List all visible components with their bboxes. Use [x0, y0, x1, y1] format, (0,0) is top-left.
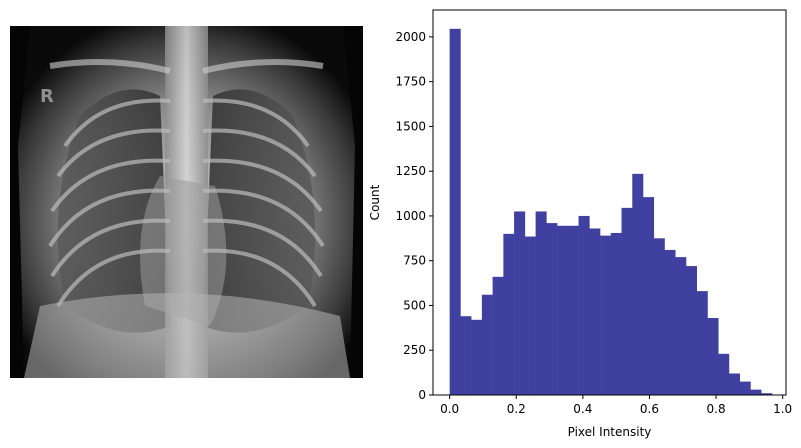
- histogram-bar: [514, 211, 526, 395]
- histogram-bar: [567, 225, 579, 395]
- y-tick-label: 2000: [395, 30, 426, 44]
- histogram-bar: [761, 393, 773, 395]
- histogram-bar: [600, 235, 612, 395]
- xray-marker-letter: R: [40, 86, 54, 107]
- histogram-bar: [492, 276, 504, 395]
- x-tick-label: 1.0: [773, 402, 792, 416]
- y-tick-label: 1000: [395, 209, 426, 223]
- y-axis-ticks: 0 250 500 750 1000 1250 1500 1750 2000: [395, 30, 433, 402]
- histogram-axes: [432, 9, 787, 396]
- histogram-bar: [707, 318, 719, 395]
- y-axis-label: Count: [368, 184, 382, 220]
- y-tick-label: 500: [403, 298, 426, 312]
- x-tick-label: 0.0: [440, 402, 459, 416]
- histogram-bar: [685, 266, 698, 395]
- histogram-bar: [643, 197, 655, 395]
- histogram-bar: [664, 249, 676, 395]
- x-tick-label: 0.4: [573, 402, 592, 416]
- y-tick-label: 1250: [395, 164, 426, 178]
- histogram-bar: [610, 232, 622, 395]
- histogram-bar: [653, 238, 665, 395]
- histogram-bar: [632, 173, 644, 395]
- histogram-bar: [739, 381, 751, 395]
- y-tick-label: 1750: [395, 75, 426, 89]
- histogram-bar: [675, 257, 687, 395]
- x-tick-label: 0.8: [707, 402, 726, 416]
- histogram-bar: [503, 233, 515, 395]
- y-tick-label: 1500: [395, 119, 426, 133]
- histogram-bar: [481, 294, 493, 395]
- histogram-bar: [718, 353, 730, 395]
- histogram-bar: [589, 228, 601, 395]
- y-tick-label: 750: [403, 254, 426, 268]
- histogram-bar: [750, 389, 762, 395]
- histogram-bar: [696, 291, 708, 395]
- histogram-bar: [728, 373, 741, 395]
- x-axis-label: Pixel Intensity: [568, 425, 652, 439]
- histogram-bar: [578, 215, 590, 395]
- x-tick-label: 0.6: [640, 402, 659, 416]
- histogram-bar: [535, 211, 547, 395]
- histogram-bar: [557, 225, 569, 395]
- x-tick-label: 0.2: [507, 402, 526, 416]
- histogram-bar: [460, 316, 472, 395]
- y-tick-label: 250: [403, 343, 426, 357]
- histogram-bar: [524, 236, 536, 395]
- x-axis-ticks: 0.0 0.2 0.4 0.6 0.8 1.0: [440, 395, 792, 416]
- plot-frame: [432, 9, 787, 396]
- histogram-bar: [449, 28, 461, 395]
- chest-xray-drawing: R: [10, 26, 363, 378]
- histogram-bar: [471, 319, 483, 395]
- histogram-bars: [449, 28, 773, 395]
- histogram-bar: [621, 207, 633, 395]
- histogram-bar: [546, 223, 558, 395]
- chest-xray-image: R: [10, 26, 363, 378]
- y-tick-label: 0: [418, 388, 426, 402]
